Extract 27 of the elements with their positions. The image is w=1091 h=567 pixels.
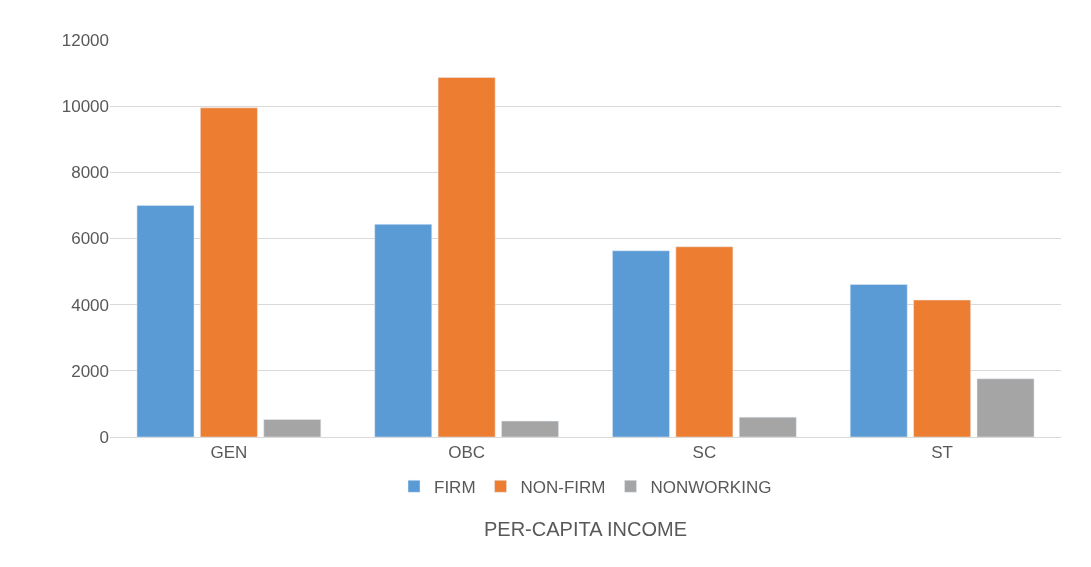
bar bbox=[976, 378, 1035, 437]
bar bbox=[501, 420, 559, 437]
bar bbox=[675, 246, 734, 437]
x-axis-title: PER-CAPITA INCOME bbox=[484, 517, 687, 540]
y-tick-label: 12000 bbox=[61, 30, 109, 50]
bar bbox=[437, 77, 496, 437]
legend-label: NON-FIRM bbox=[520, 477, 606, 497]
y-tick-label: 10000 bbox=[61, 97, 109, 117]
legend-label: FIRM bbox=[434, 477, 476, 497]
bar bbox=[200, 107, 258, 437]
x-tick-label: ST bbox=[931, 443, 953, 463]
x-tick-label: SC bbox=[692, 443, 717, 463]
x-tick-label: GEN bbox=[210, 443, 248, 463]
bar bbox=[374, 224, 433, 437]
bar bbox=[263, 419, 322, 437]
y-tick-label: 6000 bbox=[71, 229, 109, 249]
bar bbox=[849, 284, 908, 437]
bar bbox=[612, 250, 670, 437]
x-tick-label: OBC bbox=[448, 443, 486, 463]
legend-label: NONWORKING bbox=[650, 477, 772, 497]
bar bbox=[136, 205, 195, 437]
y-tick-label: 0 bbox=[99, 427, 109, 447]
y-tick-label: 4000 bbox=[71, 295, 109, 315]
bar bbox=[738, 416, 797, 437]
y-tick-label: 8000 bbox=[71, 163, 109, 183]
bar bbox=[913, 299, 971, 437]
y-tick-label: 2000 bbox=[71, 361, 109, 381]
